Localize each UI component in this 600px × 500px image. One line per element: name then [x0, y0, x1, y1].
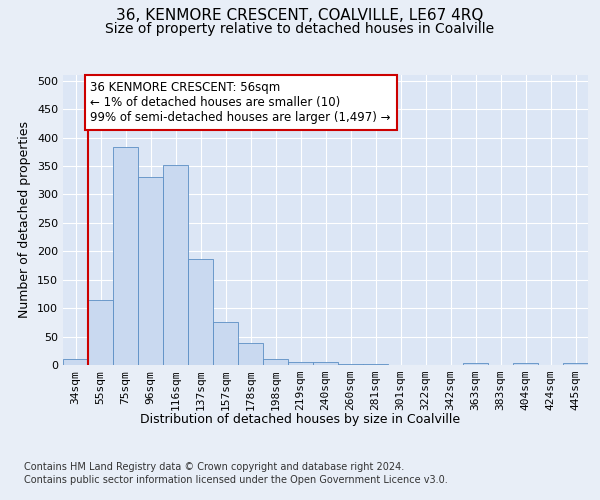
Bar: [88, 300, 113, 365]
Text: Contains public sector information licensed under the Open Government Licence v3: Contains public sector information licen…: [24, 475, 448, 485]
Text: Contains HM Land Registry data © Crown copyright and database right 2024.: Contains HM Land Registry data © Crown c…: [24, 462, 404, 472]
Bar: [563, 364, 588, 365]
Bar: [163, 165, 188, 365]
Bar: [63, 360, 88, 365]
Bar: [338, 364, 363, 365]
Text: Distribution of detached houses by size in Coalville: Distribution of detached houses by size …: [140, 412, 460, 426]
Bar: [238, 344, 263, 365]
Bar: [513, 364, 538, 365]
Bar: [188, 259, 213, 365]
Bar: [363, 364, 388, 365]
Text: 36, KENMORE CRESCENT, COALVILLE, LE67 4RQ: 36, KENMORE CRESCENT, COALVILLE, LE67 4R…: [116, 8, 484, 22]
Bar: [113, 147, 138, 365]
Bar: [463, 364, 488, 365]
Bar: [313, 362, 338, 365]
Bar: [288, 362, 313, 365]
Text: Size of property relative to detached houses in Coalville: Size of property relative to detached ho…: [106, 22, 494, 36]
Bar: [138, 178, 163, 365]
Bar: [263, 358, 288, 365]
Bar: [213, 322, 238, 365]
Y-axis label: Number of detached properties: Number of detached properties: [19, 122, 31, 318]
Text: 36 KENMORE CRESCENT: 56sqm
← 1% of detached houses are smaller (10)
99% of semi-: 36 KENMORE CRESCENT: 56sqm ← 1% of detac…: [91, 80, 391, 124]
